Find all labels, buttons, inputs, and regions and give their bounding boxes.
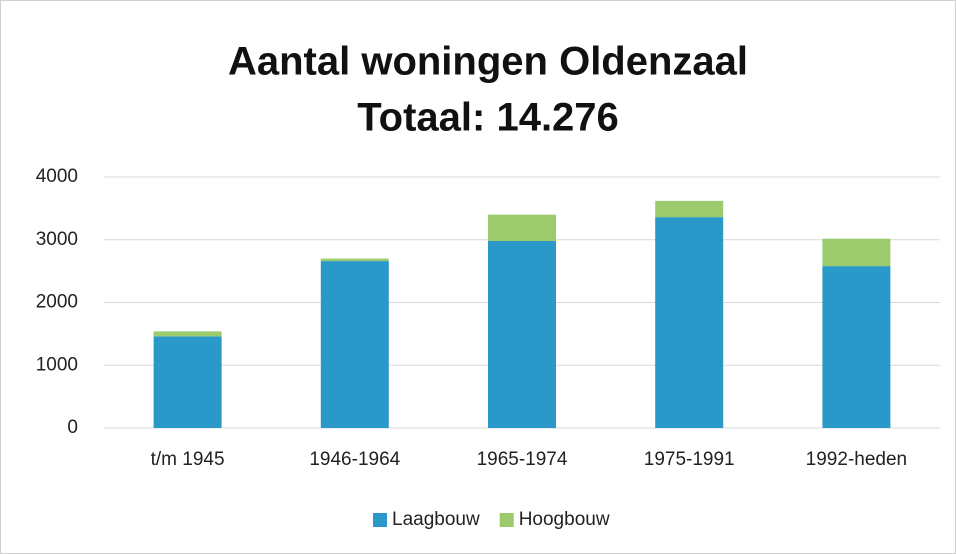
bar-segment (822, 266, 891, 428)
y-tick-label: 4000 (36, 166, 78, 187)
y-tick-label: 0 (67, 417, 78, 438)
x-tick-label: 1992-heden (806, 449, 907, 470)
legend-swatch (499, 513, 514, 527)
x-tick-label: 1965-1974 (477, 449, 568, 470)
x-tick-label: 1975-1991 (644, 449, 735, 470)
bar-segment (822, 238, 891, 267)
x-tick-label: t/m 1945 (151, 449, 225, 470)
y-tick-label: 1000 (36, 354, 78, 375)
legend-label: Hoogbouw (519, 509, 610, 530)
y-tick-label: 2000 (36, 292, 78, 313)
legend-label: Laagbouw (392, 509, 480, 530)
bar-segment (655, 200, 724, 218)
bar-segment (320, 258, 389, 262)
bar-segment (655, 217, 724, 428)
chart-title: Aantal woningen Oldenzaal (228, 40, 748, 84)
legend-swatch (373, 513, 387, 527)
bar-segment (153, 331, 222, 337)
y-tick-label: 3000 (36, 229, 78, 250)
bar-segment (320, 261, 389, 428)
bar-segment (488, 241, 556, 428)
bar-segment (488, 214, 556, 242)
chart-subtitle: Totaal: 14.276 (357, 96, 619, 140)
bar-segment (153, 336, 222, 428)
x-tick-label: 1946-1964 (309, 449, 400, 470)
